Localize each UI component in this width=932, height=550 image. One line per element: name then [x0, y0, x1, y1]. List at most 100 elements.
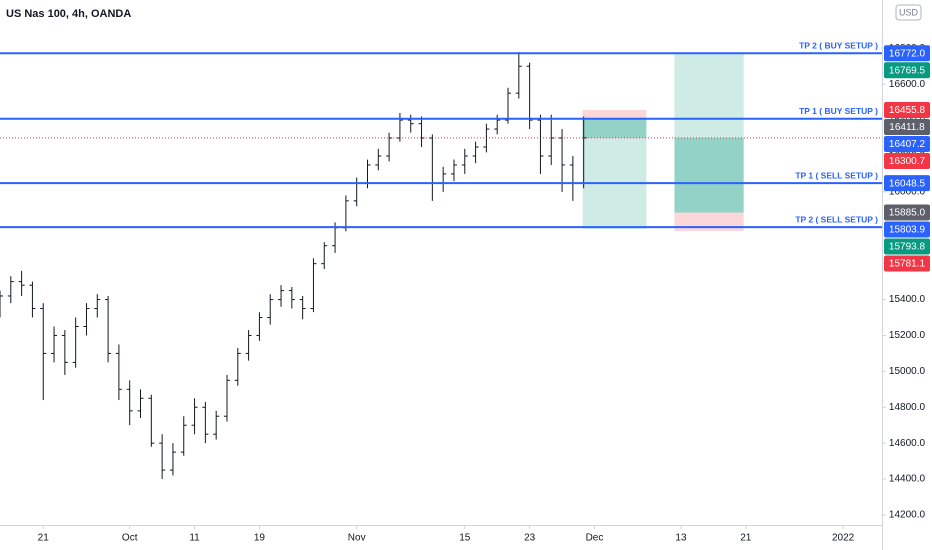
ohlc-bar	[256, 312, 263, 341]
price-badge-box	[884, 255, 930, 272]
currency-box[interactable]	[895, 4, 922, 21]
ohlc-bar	[223, 374, 230, 422]
price-badge-box	[884, 45, 930, 62]
chart-title: US Nas 100, 4h, OANDA	[6, 8, 131, 20]
price-badge-label: 15781.1	[889, 259, 926, 270]
ohlc-bar	[115, 344, 122, 401]
ohlc-bar	[191, 398, 198, 435]
y-tick-label: 15400.0	[889, 294, 926, 305]
ohlc-bar	[472, 141, 479, 164]
y-tick-label: 16000.0	[889, 187, 926, 198]
ohlc-bar	[505, 87, 512, 124]
ohlc-bar	[51, 326, 58, 363]
ohlc-bar	[94, 294, 101, 318]
ohlc-bar	[40, 303, 47, 401]
ohlc-bar	[386, 132, 393, 162]
ohlc-bar	[7, 276, 14, 304]
price-badge-label: 15803.9	[889, 225, 926, 236]
ohlc-bar	[483, 123, 490, 153]
level-label: TP 1 ( SELL SETUP )	[795, 170, 878, 180]
ohlc-bar	[202, 401, 209, 444]
price-badge-box	[884, 204, 930, 221]
price-badge-box	[884, 153, 930, 170]
x-tick-label: Nov	[348, 533, 366, 544]
ohlc-bar	[169, 443, 176, 476]
ohlc-bar	[321, 242, 328, 270]
price-badge-box	[884, 119, 930, 136]
ohlc-bar	[559, 129, 566, 192]
ohlc-bar	[548, 114, 555, 165]
ohlc-bar	[418, 116, 425, 147]
ohlc-bar	[299, 295, 306, 320]
plot-area	[0, 52, 882, 480]
ohlc-bar	[61, 330, 68, 375]
x-tick-label: 13	[675, 533, 687, 544]
ohlc-bar	[267, 294, 274, 325]
y-tick-label: 15000.0	[889, 366, 926, 377]
ohlc-bar	[450, 159, 457, 182]
ohlc-bar	[148, 394, 155, 447]
ohlc-bar	[72, 317, 79, 368]
target-zone	[582, 117, 647, 229]
price-badge-box	[884, 175, 930, 192]
price-badge-label: 16407.2	[889, 139, 926, 150]
y-tick-label: 16600.0	[889, 79, 926, 90]
price-badge-box	[884, 221, 930, 238]
price-badge-label: 16048.5	[889, 178, 926, 189]
ohlc-bar	[537, 114, 544, 174]
ohlc-bar	[245, 330, 252, 361]
x-tick-label: 21	[38, 533, 50, 544]
ohlc-bar	[288, 287, 295, 309]
price-badge-label: 16411.8	[889, 122, 925, 133]
ohlc-bar	[310, 258, 317, 313]
ohlc-bar	[83, 303, 90, 336]
price-badge-label: 16455.8	[889, 105, 926, 116]
price-badge: 15803.9	[884, 221, 930, 238]
price-badge: 16300.7	[884, 153, 930, 170]
ohlc-bar	[278, 285, 285, 307]
ohlc-bar	[126, 380, 133, 426]
x-tick-label: Dec	[586, 533, 604, 544]
price-badge: 16407.2	[884, 136, 930, 153]
ohlc-bar	[29, 281, 36, 318]
price-badge: 16769.5	[884, 62, 930, 79]
price-badge: 16048.5	[884, 175, 930, 192]
ohlc-bar	[407, 114, 414, 133]
x-tick-label: 19	[254, 533, 266, 544]
price-badge-label: 15793.8	[889, 242, 926, 253]
ohlc-bar	[234, 348, 241, 386]
price-badge-box	[884, 102, 930, 119]
level-label: TP 2 ( SELL SETUP )	[795, 214, 878, 224]
ohlc-bar	[159, 434, 166, 480]
stop-zone	[582, 110, 647, 118]
open-profit-zone	[674, 137, 744, 213]
ohlc-bar	[0, 290, 3, 318]
ohlc-bar	[375, 148, 382, 171]
x-tick-label: 2022	[832, 533, 855, 544]
level-label: TP 1 ( BUY SETUP )	[799, 106, 878, 116]
ohlc-bar	[515, 52, 522, 99]
currency[interactable]: USD	[899, 7, 919, 17]
ohlc-bar	[461, 148, 468, 174]
price-badge-label: 16769.5	[889, 65, 926, 76]
ohlc-bar	[105, 295, 112, 363]
ohlc-bar	[137, 389, 144, 419]
price-badge-box	[884, 238, 930, 255]
price-badge-box	[884, 62, 930, 79]
x-tick-label: 15	[459, 533, 471, 544]
x-tick-label: Oct	[122, 533, 138, 544]
y-tick-label: 14400.0	[889, 474, 926, 485]
level-label: TP 2 ( BUY SETUP )	[799, 41, 878, 51]
x-tick-label: 11	[189, 533, 200, 544]
y-tick-label: 15200.0	[889, 330, 926, 341]
y-tick-label: 14600.0	[889, 438, 926, 449]
price-badge: 16411.8	[884, 119, 930, 136]
price-badge: 15885.0	[884, 204, 930, 221]
y-tick-label: 14200.0	[889, 510, 926, 521]
ohlc-bar	[18, 270, 25, 296]
price-badge-label: 15885.0	[889, 208, 926, 219]
x-tick-label: 23	[524, 533, 536, 544]
price-badge: 16455.8	[884, 102, 930, 119]
